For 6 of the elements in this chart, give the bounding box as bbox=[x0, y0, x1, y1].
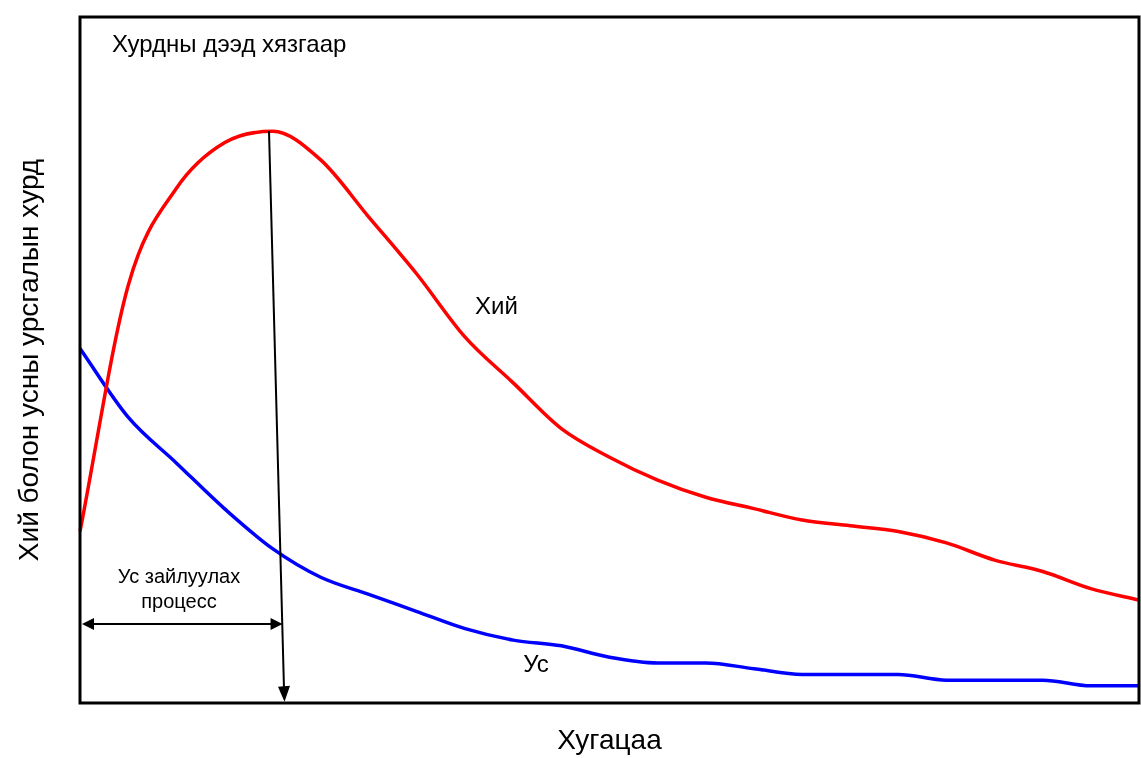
series-label: Хий bbox=[475, 291, 518, 319]
text: Хурдны дээд хязгаар bbox=[112, 30, 347, 58]
annotation: Ус зайлуулах процесс bbox=[116, 564, 242, 614]
series-label: Ус bbox=[523, 649, 549, 677]
y-axis-title: Хий болон усны урсгалын хурд bbox=[12, 158, 44, 562]
x-axis-title: Хугацаа bbox=[557, 723, 663, 755]
